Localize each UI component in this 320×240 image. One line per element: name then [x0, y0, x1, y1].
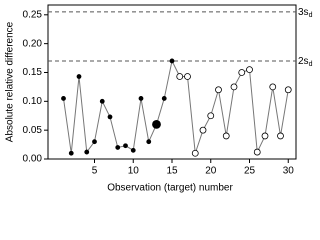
- data-point: [146, 139, 152, 145]
- data-point: [238, 69, 246, 76]
- x-tick-label: 15: [166, 166, 178, 177]
- data-point: [99, 98, 105, 104]
- data-point: [84, 149, 90, 155]
- x-tick-label: 20: [205, 166, 217, 177]
- chart: Observation (target) number Absolute rel…: [5, 4, 313, 194]
- data-point: [107, 114, 113, 120]
- reference-text: 3s: [298, 7, 309, 18]
- y-tick-label: 0.20: [23, 38, 43, 49]
- x-tick-label: 10: [128, 166, 140, 177]
- data-point: [222, 132, 230, 140]
- data-point: [123, 143, 128, 149]
- data-point: [115, 145, 121, 150]
- y-tick-label: 0.05: [23, 125, 43, 136]
- data-point: [199, 126, 207, 134]
- data-point: [277, 132, 284, 140]
- reference-subscript: d: [309, 61, 313, 68]
- data-point: [68, 150, 74, 156]
- x-axis-label: Observation (target) number: [107, 183, 233, 194]
- data-point: [246, 66, 253, 73]
- reference-subscript: d: [309, 12, 313, 19]
- y-axis-label: Absolute relative difference: [5, 21, 16, 142]
- data-point: [230, 83, 238, 91]
- data-point: [207, 112, 215, 120]
- data-point: [284, 86, 292, 94]
- data-point: [269, 83, 277, 91]
- reference-label: 2sd: [298, 56, 313, 68]
- y-tick-label: 0.25: [23, 9, 43, 20]
- data-point: [130, 147, 136, 153]
- data-point: [215, 86, 222, 94]
- data-point: [152, 119, 161, 129]
- data-point: [191, 149, 199, 157]
- data-point: [76, 74, 82, 79]
- series-line: [63, 59, 289, 154]
- x-tick-label: 25: [244, 166, 256, 177]
- x-tick-label: 30: [283, 166, 295, 177]
- data-point: [138, 96, 144, 101]
- x-tick-label: 5: [92, 166, 98, 177]
- y-tick-label: 0.10: [23, 96, 43, 107]
- y-tick-label: 0.00: [23, 154, 43, 165]
- data-point: [161, 96, 167, 101]
- data-point: [92, 139, 97, 145]
- data-point: [261, 132, 269, 140]
- data-point: [169, 58, 175, 64]
- reference-label: 3sd: [298, 7, 313, 19]
- data-point: [176, 73, 184, 80]
- data-point: [61, 96, 66, 101]
- y-tick-label: 0.15: [23, 67, 43, 78]
- reference-text: 2s: [298, 56, 309, 67]
- data-point: [253, 148, 261, 156]
- data-point: [184, 73, 191, 80]
